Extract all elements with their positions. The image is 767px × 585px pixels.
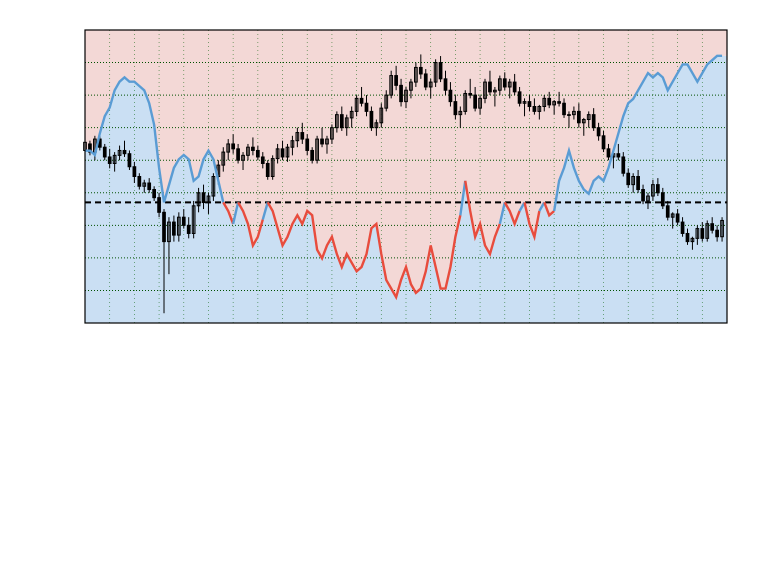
candle-body bbox=[622, 157, 625, 173]
candle-body bbox=[637, 177, 640, 190]
candle-body bbox=[182, 217, 185, 225]
candle-body bbox=[365, 103, 368, 111]
candle-body bbox=[513, 82, 516, 92]
candle-body bbox=[602, 136, 605, 149]
candle-body bbox=[306, 139, 309, 150]
candle-body bbox=[424, 74, 427, 87]
candle-body bbox=[474, 95, 477, 108]
candle-body bbox=[711, 224, 714, 231]
candle-body bbox=[533, 107, 536, 112]
candle-body bbox=[469, 93, 472, 95]
candle-body bbox=[607, 149, 610, 157]
candle-body bbox=[503, 79, 506, 87]
candle-body bbox=[681, 222, 684, 233]
candle-body bbox=[657, 185, 660, 193]
candle-body bbox=[563, 103, 566, 114]
candle-body bbox=[444, 79, 447, 90]
candle-body bbox=[360, 98, 363, 103]
candle-body bbox=[449, 90, 452, 101]
candle-body bbox=[133, 167, 136, 177]
chart-root bbox=[0, 0, 767, 585]
candle-body bbox=[686, 233, 689, 241]
candle-body bbox=[370, 111, 373, 127]
candle-body bbox=[232, 144, 235, 149]
candle-body bbox=[716, 230, 719, 237]
candle-body bbox=[454, 102, 457, 115]
candle-body bbox=[439, 63, 442, 79]
candle-body bbox=[158, 198, 161, 213]
candle-body bbox=[568, 115, 571, 116]
candle-body bbox=[187, 225, 190, 233]
candle-body bbox=[281, 149, 284, 157]
candle-body bbox=[301, 133, 304, 140]
candle-body bbox=[108, 157, 111, 164]
candle-body bbox=[173, 222, 176, 235]
candle-body bbox=[577, 111, 580, 122]
candle-body bbox=[666, 206, 669, 217]
candle-body bbox=[642, 190, 645, 201]
candle-body bbox=[558, 102, 561, 104]
candle-body bbox=[202, 193, 205, 203]
candle-body bbox=[252, 147, 255, 150]
candle-body bbox=[701, 229, 704, 239]
candle-body bbox=[661, 193, 664, 206]
candle-body bbox=[617, 154, 620, 157]
candle-body bbox=[395, 76, 398, 86]
candle-body bbox=[163, 212, 166, 241]
candle-body bbox=[419, 67, 422, 74]
candle-body bbox=[676, 214, 679, 222]
candle-body bbox=[256, 150, 259, 157]
candle-body bbox=[261, 157, 264, 164]
candle-body bbox=[340, 115, 343, 128]
candle-body bbox=[400, 85, 403, 101]
candle-body bbox=[528, 102, 531, 107]
candle-body bbox=[138, 177, 141, 187]
candle-body bbox=[548, 98, 551, 105]
candle-body bbox=[592, 115, 595, 128]
candle-body bbox=[128, 154, 131, 167]
candle-body bbox=[518, 92, 521, 103]
candle-body bbox=[148, 183, 151, 190]
candle-body bbox=[266, 163, 269, 176]
candle-body bbox=[123, 150, 126, 153]
candle-body bbox=[103, 147, 106, 157]
candle-body bbox=[321, 139, 324, 144]
candle-body bbox=[153, 190, 156, 198]
candle-body bbox=[489, 82, 492, 92]
candle-body bbox=[627, 173, 630, 184]
candle-body bbox=[597, 128, 600, 136]
candle-body bbox=[237, 149, 240, 160]
candle-body bbox=[311, 150, 314, 160]
